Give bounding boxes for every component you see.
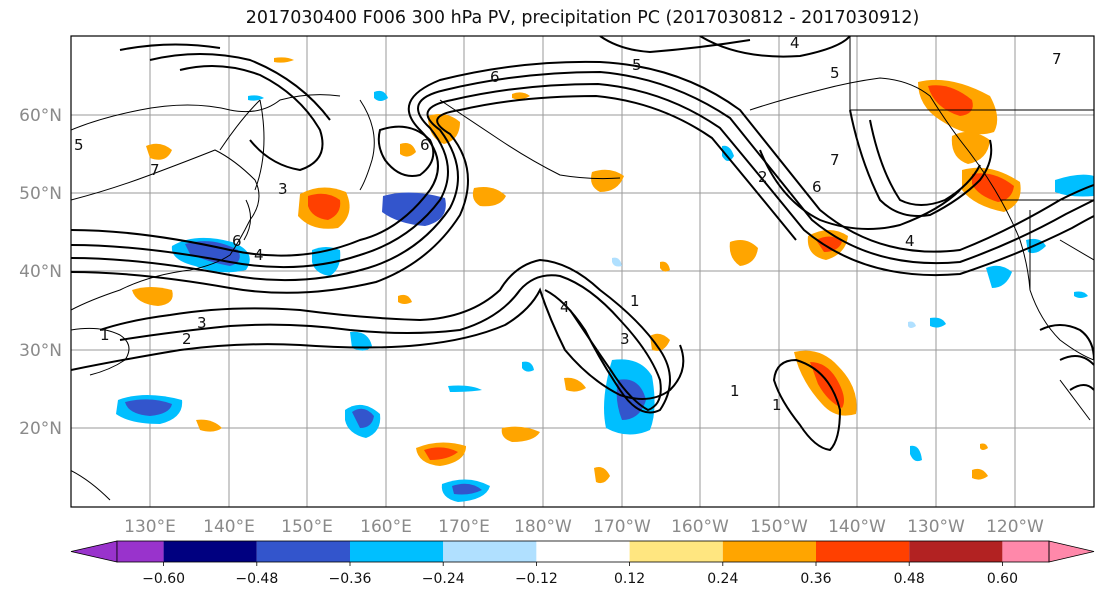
coastlines	[71, 36, 1094, 501]
negative-anomalies	[116, 90, 1094, 502]
colorbar-tick-label: −0.12	[515, 571, 558, 587]
colorbar-bin	[722, 541, 816, 562]
contour-label: 5	[830, 64, 840, 82]
colorbar-extend-high	[1048, 540, 1095, 563]
contour-label: 3	[278, 180, 288, 198]
colorbar	[70, 540, 1095, 563]
contour-label: 7	[1052, 50, 1062, 68]
longitude-label: 160°W	[671, 517, 729, 537]
colorbar-bin	[536, 541, 630, 562]
colorbar-extend-low	[70, 540, 118, 563]
longitude-label: 130°E	[124, 517, 176, 537]
longitude-labels: 130°E 140°E 150°E 160°E 170°E 180°W 170°W 160°W…	[124, 517, 1044, 537]
contour-label: 6	[490, 68, 500, 86]
longitude-label: 150°E	[281, 517, 333, 537]
latitude-label: 40°N	[19, 262, 62, 282]
contour-label: 1	[772, 396, 782, 414]
colorbar-tick-label: 0.60	[987, 571, 1018, 587]
latitude-label: 50°N	[19, 184, 62, 204]
contour-label: 4	[790, 34, 800, 52]
precipitation-shading	[116, 57, 1094, 502]
contour-label: 6	[420, 136, 430, 154]
contour-label: 1	[730, 382, 740, 400]
colorbar-frame	[116, 540, 1050, 563]
gridlines	[71, 36, 1094, 507]
contour-label: 2	[182, 330, 192, 348]
pv-contours	[71, 36, 1094, 452]
contour-label: 6	[812, 178, 822, 196]
latitude-label: 20°N	[19, 419, 62, 439]
colorbar-tick-label: −0.48	[235, 571, 278, 587]
colorbar-tick-label: −0.36	[329, 571, 372, 587]
longitude-label: 150°W	[750, 517, 808, 537]
colorbar-bin	[909, 541, 1003, 562]
longitude-label: 170°E	[438, 517, 490, 537]
colorbar-bin	[816, 541, 910, 562]
colorbar-tick-label: −0.24	[422, 571, 465, 587]
colorbar-bin	[443, 541, 537, 562]
colorbar-bin	[1002, 541, 1049, 562]
contour-label: 6	[232, 232, 242, 250]
colorbar-bin	[256, 541, 350, 562]
colorbar-tick-label: −0.60	[142, 571, 185, 587]
contour-label: 4	[560, 298, 570, 316]
longitude-label: 130°W	[907, 517, 965, 537]
contour-label: 2	[758, 168, 768, 186]
contour-label: 7	[830, 151, 840, 169]
colorbar-bin	[629, 541, 723, 562]
longitude-label: 170°W	[593, 517, 651, 537]
longitude-label: 140°E	[203, 517, 255, 537]
longitude-label: 160°E	[360, 517, 412, 537]
contour-label: 5	[632, 56, 642, 74]
colorbar-bin	[117, 541, 164, 562]
colorbar-tick-label: 0.36	[800, 571, 831, 587]
latitude-label: 60°N	[19, 106, 62, 126]
contour-labels: 6 5 4 4 4 3 3 2 1 1 1 1 2 6 7 7 5 7 3 6 …	[74, 34, 1062, 414]
colorbar-tick-label: 0.24	[707, 571, 738, 587]
colorbar-bin	[163, 541, 257, 562]
contour-label: 1	[630, 292, 640, 310]
map-title: 2017030400 F006 300 hPa PV, precipitatio…	[245, 8, 920, 28]
map-frame	[70, 35, 1095, 508]
contour-label: 3	[620, 330, 630, 348]
colorbar-bin	[350, 541, 444, 562]
contour-label: 3	[197, 314, 207, 332]
longitude-label: 180°W	[514, 517, 572, 537]
longitude-label: 140°W	[828, 517, 886, 537]
colorbar-labels: −0.60 −0.48 −0.36 −0.24 −0.12 0.12 0.24 0.36 0.4…	[142, 562, 1018, 587]
contour-label: 5	[74, 136, 84, 154]
contour-label: 7	[150, 161, 160, 179]
longitude-label: 120°W	[986, 517, 1044, 537]
latitude-labels: 60°N 50°N 40°N 30°N 20°N	[19, 106, 62, 439]
colorbar-tick-label: 0.48	[894, 571, 925, 587]
contour-label: 4	[254, 246, 264, 264]
contour-label: 1	[100, 326, 110, 344]
positive-anomalies	[132, 57, 1021, 484]
colorbar-tick-label: 0.12	[614, 571, 645, 587]
contour-label: 4	[905, 232, 915, 250]
latitude-label: 30°N	[19, 341, 62, 361]
